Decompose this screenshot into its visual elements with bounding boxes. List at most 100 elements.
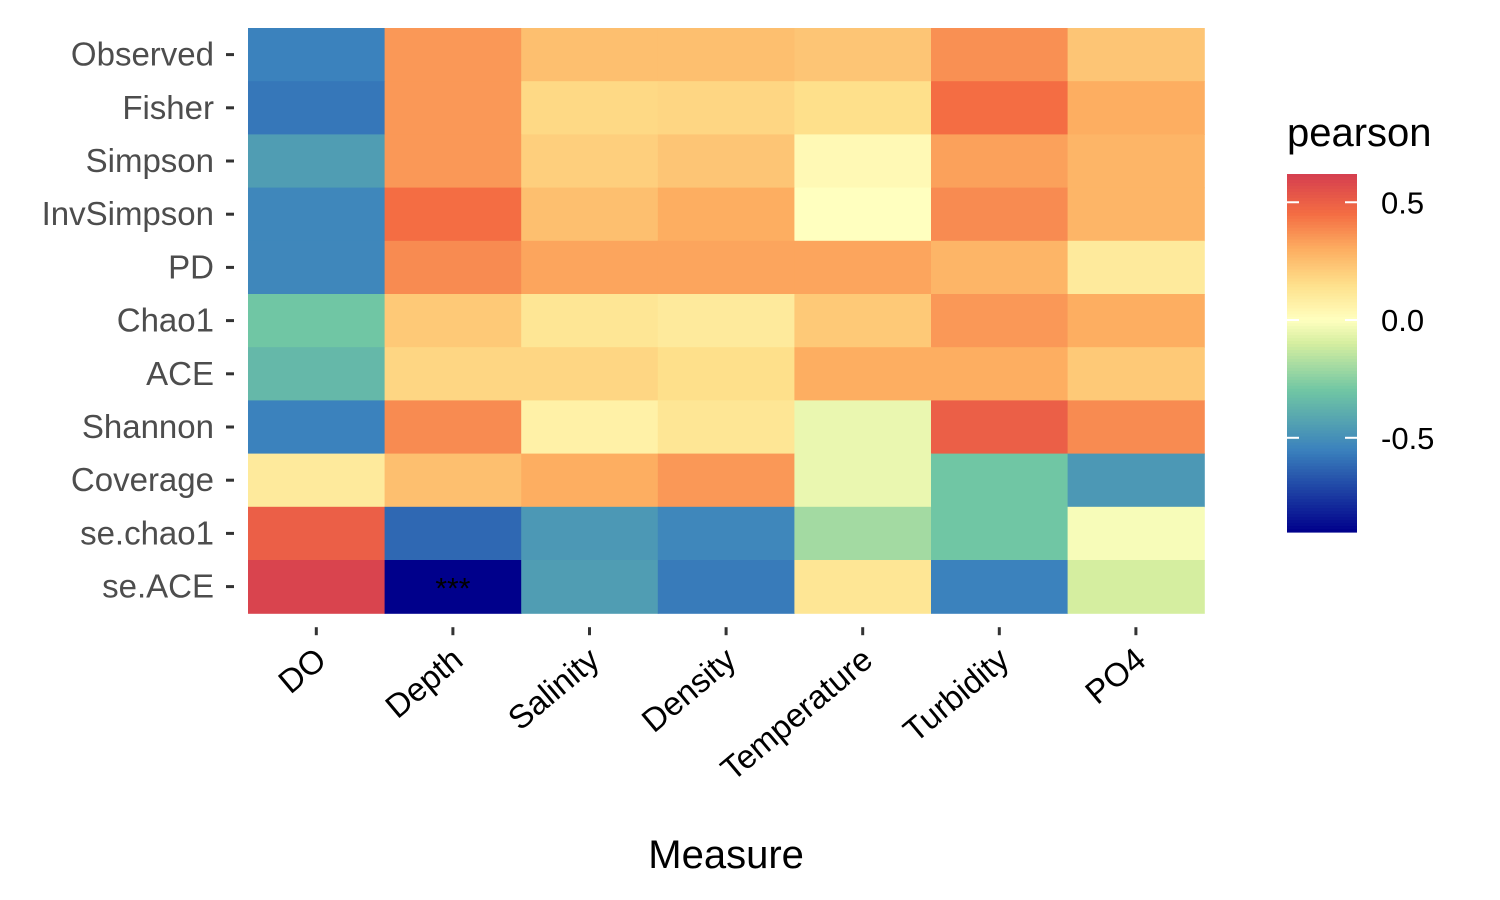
legend-gradient-slice: [1287, 370, 1357, 375]
heatmap-cell-se-chao1-do: [248, 506, 386, 561]
legend-gradient-slice: [1287, 185, 1357, 190]
heatmap-cell-se-ace-po4: [1067, 560, 1205, 614]
heatmap-cell-coverage-do: [248, 453, 386, 508]
x-tick-label: PO4: [1078, 640, 1152, 711]
legend-gradient-slice: [1287, 403, 1357, 408]
legend-gradient-slice: [1287, 526, 1357, 530]
heatmap-cell-se-chao1-salinity: [521, 506, 659, 561]
legend-gradient-slice: [1287, 260, 1357, 265]
heatmap-cell-coverage-po4: [1067, 453, 1205, 508]
legend-gradient-slice: [1287, 323, 1357, 327]
legend-gradient-slice: [1287, 269, 1357, 274]
legend-gradient-slice: [1287, 445, 1357, 450]
x-tick-label: Density: [635, 640, 743, 739]
heatmap-cell-ace-salinity: [521, 347, 659, 401]
color-legend: pearson 0.5 0.0 -0.5: [1287, 111, 1434, 533]
legend-gradient-slice: [1287, 427, 1357, 432]
heatmap-cell-pd-depth: [384, 240, 522, 295]
legend-gradient-slice: [1287, 391, 1357, 396]
legend-gradient-slice: [1287, 364, 1357, 369]
legend-gradient-slice: [1287, 353, 1357, 357]
heatmap-cell-invsimpson-depth: [384, 187, 522, 242]
heatmap-cell-ace-depth: [384, 347, 522, 401]
y-tick-label: Fisher: [122, 89, 214, 126]
legend-gradient-slice: [1287, 272, 1357, 277]
legend-gradient-slice: [1287, 454, 1357, 459]
legend-gradient-slice: [1287, 502, 1357, 506]
legend-gradient-slice: [1287, 529, 1357, 533]
heatmap-cell-ace-temperature: [794, 347, 932, 401]
heatmap-cell-observed-temperature: [794, 28, 932, 82]
legend-gradient-slice: [1287, 287, 1357, 291]
legend-gradient-slice: [1287, 221, 1357, 226]
legend-gradient-slice: [1287, 191, 1357, 196]
heatmap-cell-coverage-turbidity: [931, 453, 1069, 508]
legend-gradient-slice: [1287, 472, 1357, 476]
legend-gradient-slice: [1287, 514, 1357, 518]
legend-gradient-slice: [1287, 290, 1357, 294]
legend-gradient-slice: [1287, 424, 1357, 429]
legend-gradient-slice: [1287, 508, 1357, 512]
legend-gradient-slice: [1287, 254, 1357, 259]
legend-gradient-slice: [1287, 361, 1357, 366]
legend-gradient-slice: [1287, 320, 1357, 324]
legend-gradient-slice: [1287, 224, 1357, 229]
heatmap-cell-se-chao1-turbidity: [931, 506, 1069, 561]
legend-gradient-slice: [1287, 317, 1357, 321]
legend-gradient-slice: [1287, 332, 1357, 336]
legend-gradient-slice: [1287, 236, 1357, 241]
legend-gradient-slice: [1287, 314, 1357, 318]
legend-gradient-slice: [1287, 442, 1357, 447]
legend-gradient-slice: [1287, 421, 1357, 426]
heatmap-cell-invsimpson-density: [657, 187, 795, 242]
x-tick-label: Temperature: [713, 640, 879, 787]
legend-tick-label: 0.5: [1381, 185, 1424, 220]
legend-gradient-slice: [1287, 350, 1357, 354]
heatmap-cell-coverage-density: [657, 453, 795, 508]
heatmap-cell-fisher-temperature: [794, 81, 932, 135]
heatmap-cell-se-chao1-depth: [384, 506, 522, 561]
legend-gradient-slice: [1287, 212, 1357, 217]
heatmap-cell-fisher-turbidity: [931, 81, 1069, 135]
legend-gradient-slice: [1287, 299, 1357, 303]
legend-gradient-slice: [1287, 308, 1357, 312]
heatmap-cell-coverage-temperature: [794, 453, 932, 508]
legend-gradient-slice: [1287, 296, 1357, 300]
legend-gradient-slice: [1287, 406, 1357, 411]
heatmap-cell-simpson-depth: [384, 134, 522, 189]
heatmap-cell-se-chao1-density: [657, 506, 795, 561]
y-tick-label: Simpson: [86, 142, 214, 179]
x-axis-title: Measure: [648, 833, 804, 877]
heatmap-cell-shannon-turbidity: [931, 400, 1069, 455]
heatmap-cell-pd-po4: [1067, 240, 1205, 295]
heatmap-cell-chao1-po4: [1067, 294, 1205, 348]
heatmap-cell-se-ace-salinity: [521, 560, 659, 614]
heatmap-cell-invsimpson-salinity: [521, 187, 659, 242]
legend-gradient-slice: [1287, 457, 1357, 461]
heatmap-cell-observed-turbidity: [931, 28, 1069, 82]
heatmap-cell-pd-density: [657, 240, 795, 295]
legend-gradient-slice: [1287, 305, 1357, 309]
heatmap-cell-chao1-turbidity: [931, 294, 1069, 348]
legend-gradient-slice: [1287, 451, 1357, 456]
significance-annotation: ***: [435, 573, 470, 606]
legend-gradient-slice: [1287, 182, 1357, 187]
legend-gradient-slice: [1287, 230, 1357, 235]
heatmap-cell-pd-do: [248, 240, 386, 295]
heatmap-cell-se-ace-turbidity: [931, 560, 1069, 614]
legend-gradient-slice: [1287, 382, 1357, 387]
heatmap-cell-chao1-density: [657, 294, 795, 348]
heatmap-cell-simpson-turbidity: [931, 134, 1069, 189]
heatmap-cell-simpson-do: [248, 134, 386, 189]
heatmap-cell-se-chao1-temperature: [794, 506, 932, 561]
heatmap-cell-se-ace-density: [657, 560, 795, 614]
heatmap-cell-observed-depth: [384, 28, 522, 82]
legend-gradient-slice: [1287, 227, 1357, 232]
legend-tick-label: 0.0: [1381, 303, 1424, 338]
legend-gradient-slice: [1287, 311, 1357, 315]
heatmap-cell-se-chao1-po4: [1067, 506, 1205, 561]
legend-gradient-slice: [1287, 358, 1357, 363]
heatmap-cell-simpson-salinity: [521, 134, 659, 189]
x-tick-label: Depth: [378, 640, 469, 725]
